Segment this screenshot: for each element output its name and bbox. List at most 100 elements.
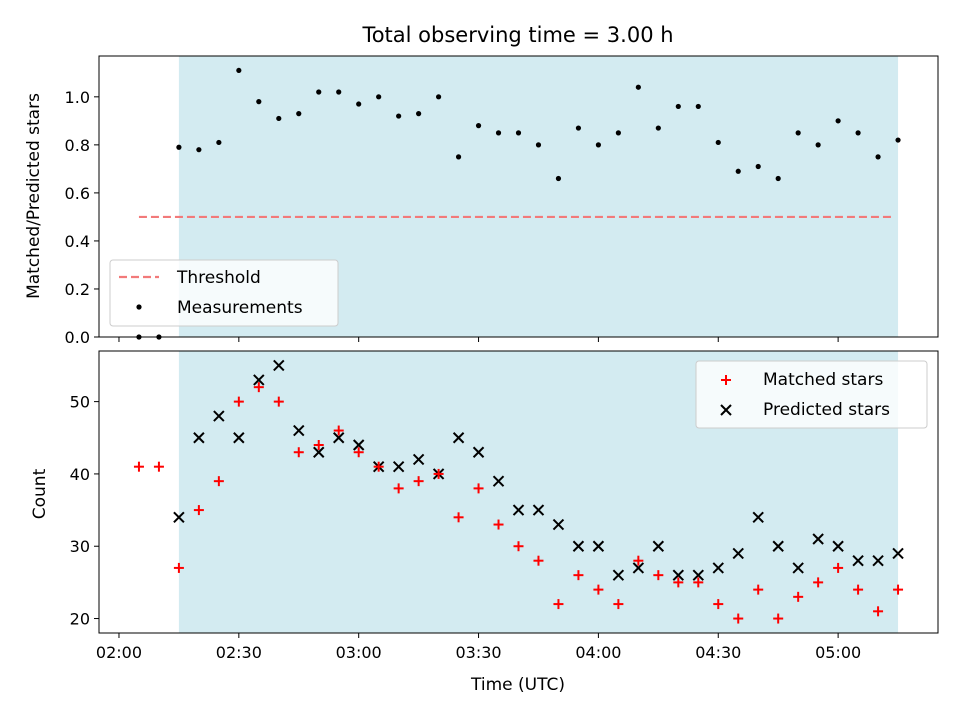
matched-point (253, 382, 264, 393)
matched-point (333, 425, 344, 436)
measurement-point (316, 89, 322, 95)
predicted-point (692, 569, 704, 581)
predicted-point (333, 432, 345, 444)
matched-point (673, 577, 684, 588)
ratio-y-ticks: 0.0 0.2 0.4 0.6 0.8 1.0 (65, 88, 99, 347)
ratio-chart: Total observing time = 3.00 h 0.00.20.40… (24, 23, 939, 347)
matched-point (573, 570, 584, 581)
matched-point (793, 591, 804, 602)
matched-point (533, 555, 544, 566)
matched-point (453, 512, 464, 523)
predicted-point (472, 446, 485, 458)
measurement-point (236, 67, 242, 74)
predicted-point (193, 432, 205, 444)
matched-point (393, 483, 404, 494)
predicted-point (532, 504, 545, 516)
count-y-ticks: 20 30 40 50 (70, 393, 99, 629)
measurement-point (216, 139, 222, 146)
legend-predicted-swatch (720, 404, 732, 416)
predicted-point (772, 540, 784, 552)
matched-point (153, 461, 164, 472)
predicted-point (313, 446, 325, 458)
measurement-point (595, 142, 602, 148)
matched-point (173, 562, 184, 573)
measurement-point (296, 111, 302, 117)
y-tick-label: 0.8 (65, 136, 90, 155)
legend-matched-swatch (721, 375, 731, 385)
predicted-point (233, 432, 245, 444)
chart-title: Total observing time = 3.00 h (361, 23, 673, 47)
measurement-point (515, 130, 522, 136)
x-tick-label: 04:30 (695, 643, 741, 662)
predicted-point (872, 554, 884, 567)
count-y-axis-label: Count (30, 468, 50, 519)
measurement-point (475, 123, 482, 129)
predicted-point (752, 511, 764, 524)
x-tick-label: 05:00 (815, 643, 861, 662)
x-tick-label: 02:30 (216, 643, 262, 662)
predicted-point (672, 569, 685, 581)
matched-point (273, 396, 284, 407)
count-legend: Matched stars Predicted stars (695, 360, 928, 429)
y-tick-label: 50 (70, 393, 90, 412)
predicted-point (892, 547, 904, 560)
matched-point (833, 562, 844, 573)
matched-point (753, 584, 764, 595)
matched-point (893, 584, 904, 595)
count-axes-frame (98, 350, 939, 634)
measurement-point (495, 130, 502, 136)
predicted-point (512, 504, 525, 516)
predicted-point (592, 540, 605, 552)
predicted-point (213, 410, 225, 422)
measurement-point (795, 130, 801, 136)
y-tick-label: 0.2 (65, 280, 90, 299)
x-tick-label: 02:00 (96, 643, 142, 662)
x-axis-label: Time (UTC) (470, 675, 565, 695)
count-x-ticks: 02:00 02:30 03:00 03:30 04:00 04:30 05:00 (96, 633, 861, 662)
legend-measurements-label: Measurements (177, 298, 303, 318)
legend-measurements-swatch (136, 304, 142, 310)
measurement-point (276, 115, 282, 122)
measurement-point (855, 130, 861, 136)
matched-point (773, 613, 784, 624)
matched-point (133, 461, 144, 472)
predicted-point (812, 533, 824, 545)
matched-point (353, 447, 364, 458)
matched-point (493, 519, 504, 530)
legend-threshold-label: Threshold (176, 268, 261, 288)
measurement-point (775, 175, 781, 182)
measurement-point (835, 118, 841, 124)
y-tick-label: 1.0 (65, 88, 90, 107)
y-tick-label: 40 (70, 465, 90, 484)
matched-point (213, 476, 224, 487)
matched-point (593, 584, 604, 595)
legend-matched-label: Matched stars (763, 370, 883, 390)
predicted-point (572, 540, 585, 552)
matched-point (513, 541, 524, 552)
measurement-point (615, 130, 621, 136)
ratio-legend: Threshold Measurements (109, 259, 339, 327)
matched-point (733, 613, 744, 624)
x-tick-label: 04:00 (575, 643, 621, 662)
measurement-point (655, 125, 661, 131)
measurement-point (675, 103, 681, 110)
predicted-point (612, 569, 625, 581)
legend-predicted-label: Predicted stars (763, 400, 890, 420)
predicted-point (293, 424, 305, 437)
count-points (133, 359, 904, 624)
matched-point (553, 599, 564, 610)
predicted-point (852, 554, 864, 567)
predicted-point (352, 439, 365, 451)
legend-box (109, 259, 339, 327)
matched-point (413, 476, 424, 487)
matched-point (313, 440, 324, 450)
measurement-point (455, 154, 462, 160)
predicted-point (552, 518, 565, 531)
measurement-point (196, 147, 202, 153)
measurement-point (695, 103, 701, 110)
y-tick-label: 0.4 (65, 232, 90, 251)
predicted-point (632, 562, 645, 574)
measurement-points (136, 67, 901, 340)
matched-point (473, 483, 484, 494)
